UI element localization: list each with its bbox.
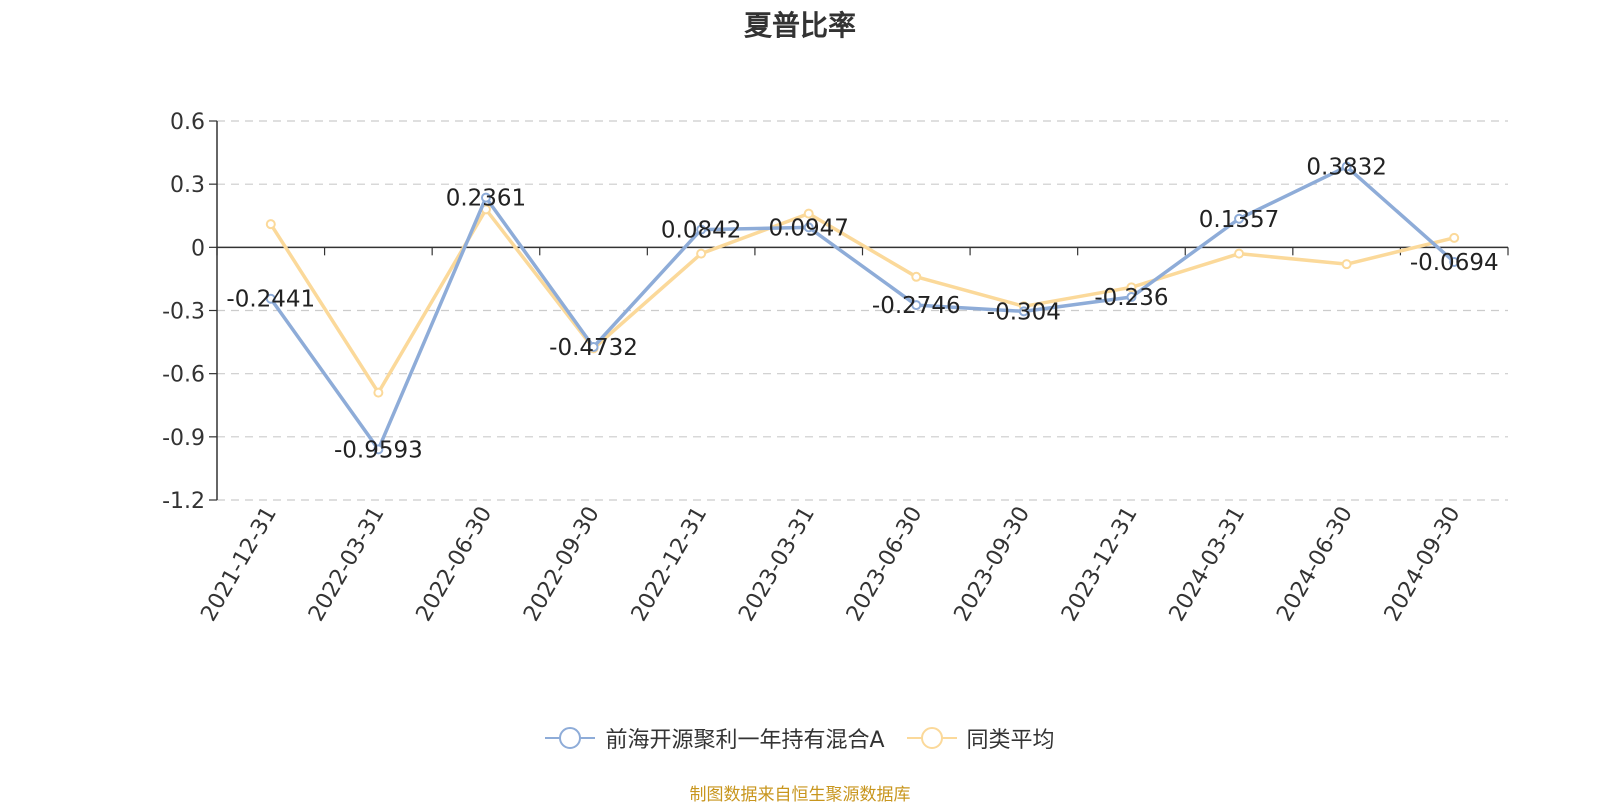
x-tick-label: 2022-06-30 — [412, 503, 498, 626]
y-tick-label: -0.6 — [162, 363, 205, 388]
data-labels: -0.2441 -0.9593 0.2361 -0.4732 0.0842 0.0947 -… — [226, 155, 1498, 464]
data-label: -0.4732 — [549, 335, 638, 361]
data-point-series-0 — [480, 192, 491, 203]
data-label: 0.0947 — [768, 215, 848, 241]
data-point-series-0 — [588, 341, 599, 352]
series-line-0 — [269, 164, 1456, 452]
data-point-series-0 — [696, 224, 707, 235]
y-tick-label: -1.2 — [162, 489, 205, 514]
data-label: 0.1357 — [1199, 207, 1279, 233]
data-point-series-1 — [911, 271, 922, 282]
x-tick-label: 2023-09-30 — [949, 503, 1035, 626]
y-tick-label: -0.3 — [162, 300, 205, 325]
data-point-series-0 — [373, 444, 384, 455]
x-tick-label: 2022-03-31 — [304, 503, 390, 626]
data-label: 0.0842 — [661, 218, 741, 244]
x-tick-label: 2021-12-31 — [196, 503, 282, 626]
x-tick-label: 2023-12-31 — [1057, 503, 1143, 626]
y-tick-label: -0.9 — [162, 426, 205, 451]
x-tick-label: 2024-03-31 — [1165, 503, 1251, 626]
y-tick-label: 0.3 — [170, 173, 205, 198]
x-tick-label: 2023-06-30 — [842, 503, 928, 626]
y-tick-label: 0.6 — [170, 110, 205, 135]
legend-label-fund: 前海开源聚利一年持有混合A — [605, 728, 885, 753]
series-line-1 — [269, 207, 1455, 395]
data-point-series-0 — [265, 293, 276, 304]
series-lines — [265, 161, 1460, 455]
x-tick-label: 2022-12-31 — [627, 503, 713, 626]
data-label: -0.2441 — [226, 287, 315, 313]
data-point-series-0 — [911, 300, 922, 311]
data-point-series-1 — [1126, 282, 1137, 293]
data-point-series-1 — [1449, 232, 1460, 243]
data-point-series-0 — [1126, 292, 1137, 303]
legend-item-fund[interactable]: 前海开源聚利一年持有混合A — [545, 722, 885, 754]
data-label: -0.9593 — [334, 437, 423, 463]
legend-item-category-average[interactable]: 同类平均 — [906, 722, 1055, 754]
y-tick-label: 0 — [191, 236, 205, 261]
data-point-series-1 — [696, 248, 707, 259]
data-label: 0.2361 — [446, 186, 526, 212]
data-point-series-0 — [1449, 256, 1460, 267]
data-point-series-0 — [1018, 306, 1029, 317]
data-point-series-0 — [1234, 213, 1245, 224]
data-source-note: 制图数据来自恒生聚源数据库 — [689, 785, 911, 805]
x-tick-label: 2024-09-30 — [1380, 503, 1466, 626]
data-point-series-1 — [803, 208, 814, 219]
chart-title: 夏普比率 — [743, 9, 856, 42]
data-label: -0.236 — [1094, 285, 1168, 311]
data-point-series-1 — [1341, 259, 1352, 270]
data-point-series-1 — [265, 219, 276, 230]
x-tick-label: 2022-09-30 — [519, 503, 605, 626]
legend-marker-category-average — [906, 727, 957, 749]
x-tick-label: 2023-03-31 — [734, 503, 820, 626]
data-point-series-1 — [1234, 248, 1245, 259]
data-label: -0.2746 — [872, 293, 961, 319]
legend-marker-fund — [545, 727, 596, 749]
grid-lines — [217, 120, 1508, 501]
legend-label-category-average: 同类平均 — [966, 728, 1055, 753]
data-label: 0.3832 — [1306, 155, 1386, 181]
data-label: -0.0694 — [1410, 250, 1499, 276]
data-label: -0.304 — [987, 299, 1061, 325]
x-tick-label: 2024-06-30 — [1272, 503, 1358, 626]
data-point-series-0 — [1341, 161, 1352, 172]
data-point-series-1 — [373, 387, 384, 398]
data-point-series-0 — [803, 222, 814, 233]
legend: 前海开源聚利一年持有混合A 同类平均 — [0, 722, 1600, 754]
